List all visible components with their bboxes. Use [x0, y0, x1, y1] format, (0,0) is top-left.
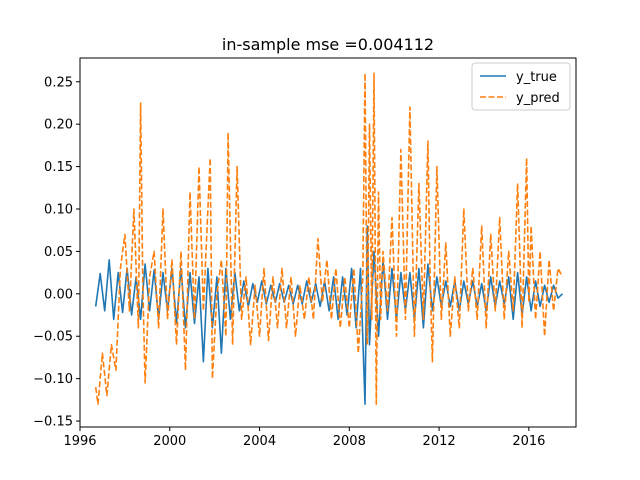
- x-tick-label: 2004: [243, 434, 276, 449]
- y-tick-label: 0.20: [44, 118, 73, 133]
- series-line-y-pred: [94, 72, 564, 405]
- y-tick-label: −0.15: [33, 415, 73, 430]
- legend: y_true y_pred: [471, 62, 571, 111]
- axes-layer: 1996 2000 2004 2008 2012 2016 −0.15 −0.10 −0.05 0…: [33, 57, 577, 449]
- y-tick-label: −0.10: [33, 372, 73, 387]
- y-tick-label: −0.05: [33, 330, 73, 345]
- y-tick-label: 0.00: [44, 287, 73, 302]
- y-tick-label: 0.10: [44, 202, 73, 217]
- x-tick-label: 2016: [512, 434, 545, 449]
- x-tick-label: 2000: [153, 434, 186, 449]
- x-tick-label: 1996: [63, 434, 96, 449]
- y-tick-label: 0.25: [44, 75, 73, 90]
- legend-box: [471, 62, 571, 111]
- legend-label-y-true: y_true: [516, 70, 557, 85]
- x-tick-label: 2008: [333, 434, 366, 449]
- y-tick-label: 0.05: [44, 245, 73, 260]
- series-layer: [94, 72, 564, 405]
- plot-frame: [79, 57, 577, 428]
- y-tick-label: 0.15: [44, 160, 73, 175]
- legend-label-y-pred: y_pred: [516, 91, 560, 106]
- chart-title: in-sample mse =0.004112: [222, 35, 434, 54]
- x-tick-label: 2012: [423, 434, 456, 449]
